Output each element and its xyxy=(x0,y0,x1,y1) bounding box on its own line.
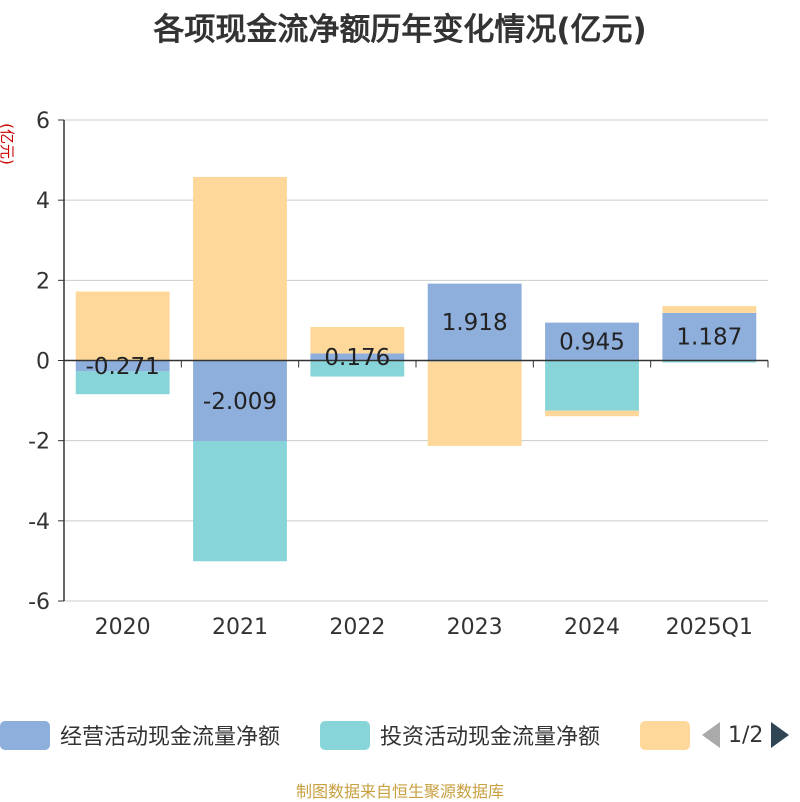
y-tick-label: 4 xyxy=(36,189,50,214)
bar-series-0-2025Q1[interactable] xyxy=(662,312,757,361)
pager-text: 1/2 xyxy=(728,722,764,748)
legend-item-operating[interactable]: 经营活动现金流量净额 xyxy=(0,715,280,755)
legend-swatch-operating xyxy=(0,720,50,750)
y-axis-label: (亿元) xyxy=(0,123,16,165)
legend-label-operating: 经营活动现金流量净额 xyxy=(60,725,281,750)
legend-item-financing[interactable] xyxy=(640,715,690,755)
bar-series-0-2023[interactable] xyxy=(427,283,522,361)
pager-next-icon[interactable] xyxy=(769,720,791,750)
x-tick-label: 2020 xyxy=(95,615,151,640)
bar-series-1-2022[interactable] xyxy=(310,360,405,377)
bars xyxy=(75,176,757,562)
bar-series-2-2023[interactable] xyxy=(427,361,522,446)
legend-label-investing: 投资活动现金流量净额 xyxy=(380,725,601,750)
bar-series-2-2020[interactable] xyxy=(75,291,170,361)
chart-plot: -6 -4 -2 0 2 4 6 2020 2021 2022 2023 2024 2025Q1 (亿元)… xyxy=(0,109,769,640)
data-label-2023: 1.918 xyxy=(442,310,508,336)
bar-series-2-2024[interactable] xyxy=(545,410,639,417)
pager-prev-icon[interactable] xyxy=(700,720,722,750)
bar-series-2-2025Q1[interactable] xyxy=(662,306,757,313)
data-label-2022: 0.176 xyxy=(324,345,390,371)
y-tick-label: -6 xyxy=(28,590,50,615)
data-label-2020: -0.271 xyxy=(86,354,160,380)
source-note: 制图数据来自恒生聚源数据库 xyxy=(295,782,504,801)
x-tick-label: 2025Q1 xyxy=(666,615,753,640)
x-tick-label: 2023 xyxy=(447,615,503,640)
chart-title: 各项现金流净额历年变化情况(亿元) xyxy=(153,12,647,48)
grid-lines xyxy=(64,119,768,602)
bar-series-0-2021[interactable] xyxy=(193,360,287,442)
legend-swatch-financing xyxy=(640,720,690,750)
y-tick-label: 6 xyxy=(36,109,50,134)
bar-series-0-2022[interactable] xyxy=(310,353,405,361)
bar-series-1-2021[interactable] xyxy=(193,441,287,562)
bar-series-1-2025Q1[interactable] xyxy=(662,360,757,363)
data-label-2021: -2.009 xyxy=(203,389,277,415)
legend-pager: 1/2 xyxy=(700,715,800,755)
data-label-2024: 0.945 xyxy=(559,330,625,356)
data-label-2025Q1: 1.187 xyxy=(676,325,742,351)
bar-series-1-2024[interactable] xyxy=(545,360,639,411)
x-tick-label: 2021 xyxy=(212,615,268,640)
legend-item-investing[interactable]: 投资活动现金流量净额 xyxy=(320,715,600,755)
data-labels: -0.271 -2.009 0.176 1.918 0.945 1.187 xyxy=(86,310,743,415)
axes: -6 -4 -2 0 2 4 6 2020 2021 2022 2023 2024 2025Q1 (亿元) xyxy=(0,109,769,640)
legend: 经营活动现金流量净额 投资活动现金流量净额 1/2 xyxy=(0,715,800,755)
legend-swatch-investing xyxy=(320,720,370,750)
y-tick-label: -4 xyxy=(28,510,50,535)
bar-series-0-2024[interactable] xyxy=(545,322,639,361)
y-tick-label: 0 xyxy=(36,350,50,375)
y-tick-label: -2 xyxy=(28,430,50,455)
bar-series-0-2020[interactable] xyxy=(75,360,170,372)
y-tick-label: 2 xyxy=(36,269,50,294)
bar-series-2-2021[interactable] xyxy=(193,176,287,361)
bar-series-1-2020[interactable] xyxy=(75,371,170,395)
x-tick-label: 2022 xyxy=(329,615,385,640)
bar-series-2-2022[interactable] xyxy=(310,326,405,354)
x-tick-label: 2024 xyxy=(564,615,620,640)
